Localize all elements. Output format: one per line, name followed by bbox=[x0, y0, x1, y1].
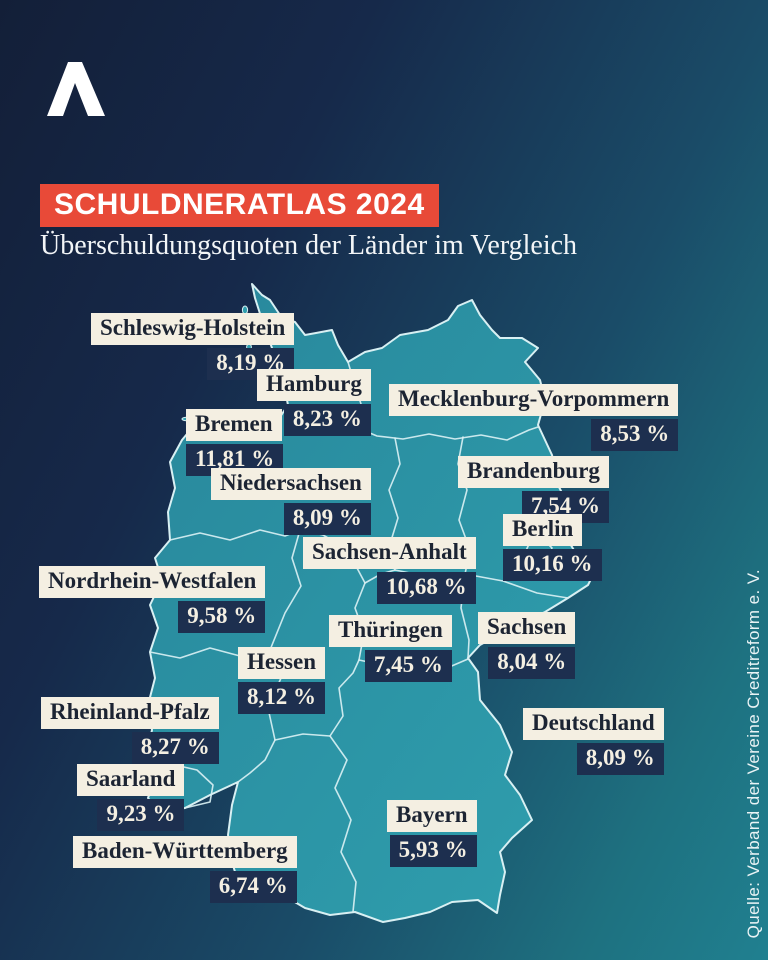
region-label-thüringen: Thüringen 7,45 % bbox=[329, 615, 452, 682]
region-name: Baden-Württemberg bbox=[73, 836, 297, 868]
region-value: 9,58 % bbox=[178, 600, 266, 633]
region-value: 10,68 % bbox=[377, 571, 476, 604]
region-label-saarland: Saarland 9,23 % bbox=[77, 764, 185, 831]
region-value: 8,12 % bbox=[238, 681, 325, 714]
region-value: 10,16 % bbox=[503, 548, 602, 581]
region-label-baden-württemberg: Baden-Württemberg 6,74 % bbox=[73, 836, 297, 903]
region-label-mecklenburg-vorpommern: Mecklenburg-Vorpommern 8,53 % bbox=[389, 384, 679, 451]
region-label-hamburg: Hamburg 8,23 % bbox=[257, 369, 371, 436]
region-name: Saarland bbox=[77, 764, 185, 796]
region-label-sachsen-anhalt: Sachsen-Anhalt 10,68 % bbox=[303, 537, 476, 604]
region-value: 8,27 % bbox=[131, 731, 219, 764]
region-name: Berlin bbox=[503, 514, 583, 546]
region-value: 7,45 % bbox=[364, 649, 452, 682]
region-label-hessen: Hessen 8,12 % bbox=[238, 647, 325, 714]
region-name: Nordrhein-Westfalen bbox=[39, 566, 266, 598]
region-name: Bayern bbox=[387, 800, 477, 832]
region-label-niedersachsen: Niedersachsen 8,09 % bbox=[211, 468, 371, 535]
region-name: Thüringen bbox=[329, 615, 452, 647]
region-name: Brandenburg bbox=[458, 456, 609, 488]
region-value: 6,74 % bbox=[209, 870, 297, 903]
region-label-sachsen: Sachsen 8,04 % bbox=[478, 612, 576, 679]
germany-outline bbox=[145, 283, 599, 923]
source-credit: Quelle: Verband der Vereine Creditreform… bbox=[744, 568, 763, 938]
germany-map bbox=[145, 283, 599, 923]
region-value: 11,81 % bbox=[186, 443, 284, 476]
region-name: Bremen bbox=[186, 409, 282, 441]
broadcaster-logo-icon bbox=[47, 62, 105, 116]
region-value: 9,23 % bbox=[97, 798, 185, 831]
region-name: Hamburg bbox=[257, 369, 371, 401]
region-value: 8,23 % bbox=[283, 403, 371, 436]
region-label-berlin: Berlin 10,16 % bbox=[503, 514, 602, 581]
region-name: Hessen bbox=[238, 647, 325, 679]
region-label-deutschland: Deutschland 8,09 % bbox=[523, 708, 664, 775]
region-value: 8,09 % bbox=[576, 742, 664, 775]
region-label-nordrhein-westfalen: Nordrhein-Westfalen 9,58 % bbox=[39, 566, 266, 633]
region-label-bayern: Bayern 5,93 % bbox=[387, 800, 477, 867]
region-label-bremen: Bremen 11,81 % bbox=[186, 409, 284, 476]
region-label-rheinland-pfalz: Rheinland-Pfalz 8,27 % bbox=[41, 697, 219, 764]
title-badge: SCHULDNERATLAS 2024 bbox=[40, 184, 439, 227]
region-name: Rheinland-Pfalz bbox=[41, 697, 219, 729]
region-name: Mecklenburg-Vorpommern bbox=[389, 384, 679, 416]
region-name: Deutschland bbox=[523, 708, 664, 740]
page-title: Überschuldungsquoten der Länder im Vergl… bbox=[40, 230, 578, 261]
region-name: Sachsen-Anhalt bbox=[303, 537, 476, 569]
region-value: 8,04 % bbox=[488, 646, 576, 679]
region-label-schleswig-holstein: Schleswig-Holstein 8,19 % bbox=[91, 313, 295, 380]
region-value: 5,93 % bbox=[389, 834, 477, 867]
region-label-brandenburg: Brandenburg 7,54 % bbox=[458, 456, 609, 523]
region-name: Sachsen bbox=[478, 612, 576, 644]
region-value: 8,09 % bbox=[283, 502, 371, 535]
region-value: 8,53 % bbox=[591, 418, 679, 451]
region-name: Schleswig-Holstein bbox=[91, 313, 295, 345]
region-name: Niedersachsen bbox=[211, 468, 371, 500]
